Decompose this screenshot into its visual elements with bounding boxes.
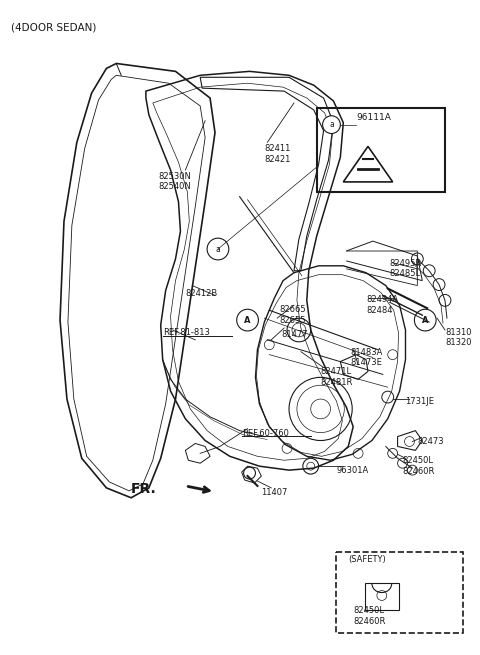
Text: 82473: 82473	[417, 437, 444, 445]
Text: 82495R
82485L: 82495R 82485L	[390, 259, 422, 278]
Text: 96111A: 96111A	[356, 113, 391, 122]
Text: a: a	[329, 120, 334, 129]
Text: 96301A: 96301A	[336, 466, 369, 475]
Text: REF.60-760: REF.60-760	[241, 428, 288, 438]
Text: 81310
81320: 81310 81320	[445, 328, 471, 347]
Text: 82412B: 82412B	[185, 288, 217, 297]
Text: (SAFETY): (SAFETY)	[348, 555, 386, 564]
Text: 82494A
82484: 82494A 82484	[366, 295, 398, 315]
Circle shape	[323, 116, 340, 134]
Text: A: A	[422, 316, 429, 325]
Circle shape	[207, 238, 229, 260]
Text: 81477: 81477	[281, 330, 308, 339]
Text: 82665
82655: 82665 82655	[279, 305, 306, 325]
Bar	[336, 552, 463, 633]
Circle shape	[414, 309, 436, 331]
Text: 82450L
82460R: 82450L 82460R	[353, 607, 385, 626]
Text: 82471L
82481R: 82471L 82481R	[321, 367, 353, 387]
Text: 82530N
82540N: 82530N 82540N	[159, 172, 192, 191]
Text: a: a	[216, 244, 220, 253]
Text: (4DOOR SEDAN): (4DOOR SEDAN)	[11, 22, 96, 32]
Circle shape	[237, 309, 258, 331]
Text: 1731JE: 1731JE	[406, 397, 434, 406]
Text: FR.: FR.	[131, 482, 157, 496]
Text: 82411
82421: 82411 82421	[264, 144, 291, 164]
Text: 81483A
81473E: 81483A 81473E	[350, 348, 383, 367]
Bar	[317, 108, 445, 192]
Text: 11407: 11407	[262, 488, 288, 497]
Text: A: A	[244, 316, 251, 325]
Text: REF.81-813: REF.81-813	[163, 328, 210, 337]
Text: 82450L
82460R: 82450L 82460R	[403, 457, 435, 476]
